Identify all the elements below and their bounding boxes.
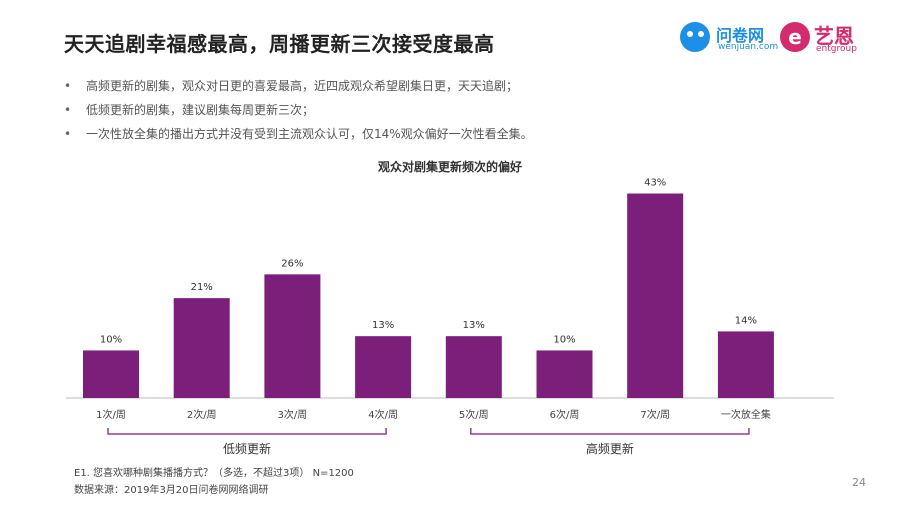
- bar: [445, 336, 502, 398]
- wenjuan-logo: 问卷网 wenjuan.com: [680, 20, 780, 56]
- bar-value-label: 26%: [281, 258, 303, 269]
- wenjuan-logo-icon: [680, 22, 710, 52]
- bar-value-label: 43%: [644, 178, 666, 189]
- footnote-source: 数据来源：2019年3月20日问卷网网络调研: [74, 485, 269, 496]
- category-label: 4次/周: [368, 408, 398, 421]
- wenjuan-logo-name: 问卷网: [716, 26, 765, 45]
- entgroup-logo: e 艺恩 entgroup: [780, 20, 880, 56]
- chart-title: 观众对剧集更新频次的偏好: [378, 159, 522, 174]
- bar: [83, 350, 139, 398]
- group-label: 高频更新: [586, 441, 634, 456]
- wenjuan-logo-sub: wenjuan.com: [718, 42, 779, 52]
- page-number: 24: [852, 476, 866, 489]
- bullet-item: 高频更新的剧集，观众对日更的喜爱最高，近四成观众希望剧集日更，天天追剧；: [64, 74, 533, 98]
- entgroup-logo-icon: e: [780, 22, 810, 52]
- category-label: 6次/周: [550, 408, 580, 421]
- bar: [627, 193, 684, 398]
- bar: [173, 298, 230, 398]
- top-bar: [0, 0, 900, 6]
- bar-value-label: 10%: [100, 334, 122, 345]
- group-bracket: [470, 428, 750, 435]
- group-label: 低频更新: [223, 441, 271, 456]
- bar-value-label: 13%: [463, 320, 485, 331]
- category-label: 7次/周: [640, 408, 670, 421]
- bar: [264, 274, 321, 398]
- bar: [536, 350, 593, 398]
- bullet-item: 低频更新的剧集，建议剧集每周更新三次；: [64, 98, 533, 122]
- bar-value-label: 13%: [372, 320, 394, 331]
- bullet-item: 一次性放全集的播出方式并没有受到主流观众认可，仅14%观众偏好一次性看全集。: [64, 122, 533, 146]
- group-bracket: [107, 428, 387, 435]
- bullet-list: 高频更新的剧集，观众对日更的喜爱最高，近四成观众希望剧集日更，天天追剧； 低频更…: [64, 74, 533, 146]
- category-label: 2次/周: [187, 408, 217, 421]
- footnote-question: E1. 您喜欢哪种剧集播播方式？（多选，不超过3项） N=1200: [74, 468, 354, 479]
- bar-value-label: 21%: [191, 282, 213, 293]
- category-label: 3次/周: [278, 408, 308, 421]
- category-label: 1次/周: [96, 408, 126, 421]
- page-title: 天天追剧幸福感最高，周播更新三次接受度最高: [64, 32, 495, 56]
- bar: [355, 336, 412, 398]
- entgroup-logo-name: 艺恩: [814, 24, 854, 48]
- category-label: 一次放全集: [721, 408, 771, 421]
- entgroup-logo-sub: entgroup: [816, 44, 857, 54]
- category-label: 5次/周: [459, 408, 489, 421]
- bar-value-label: 10%: [553, 334, 575, 345]
- bar: [717, 331, 774, 398]
- bar-value-label: 14%: [735, 315, 757, 326]
